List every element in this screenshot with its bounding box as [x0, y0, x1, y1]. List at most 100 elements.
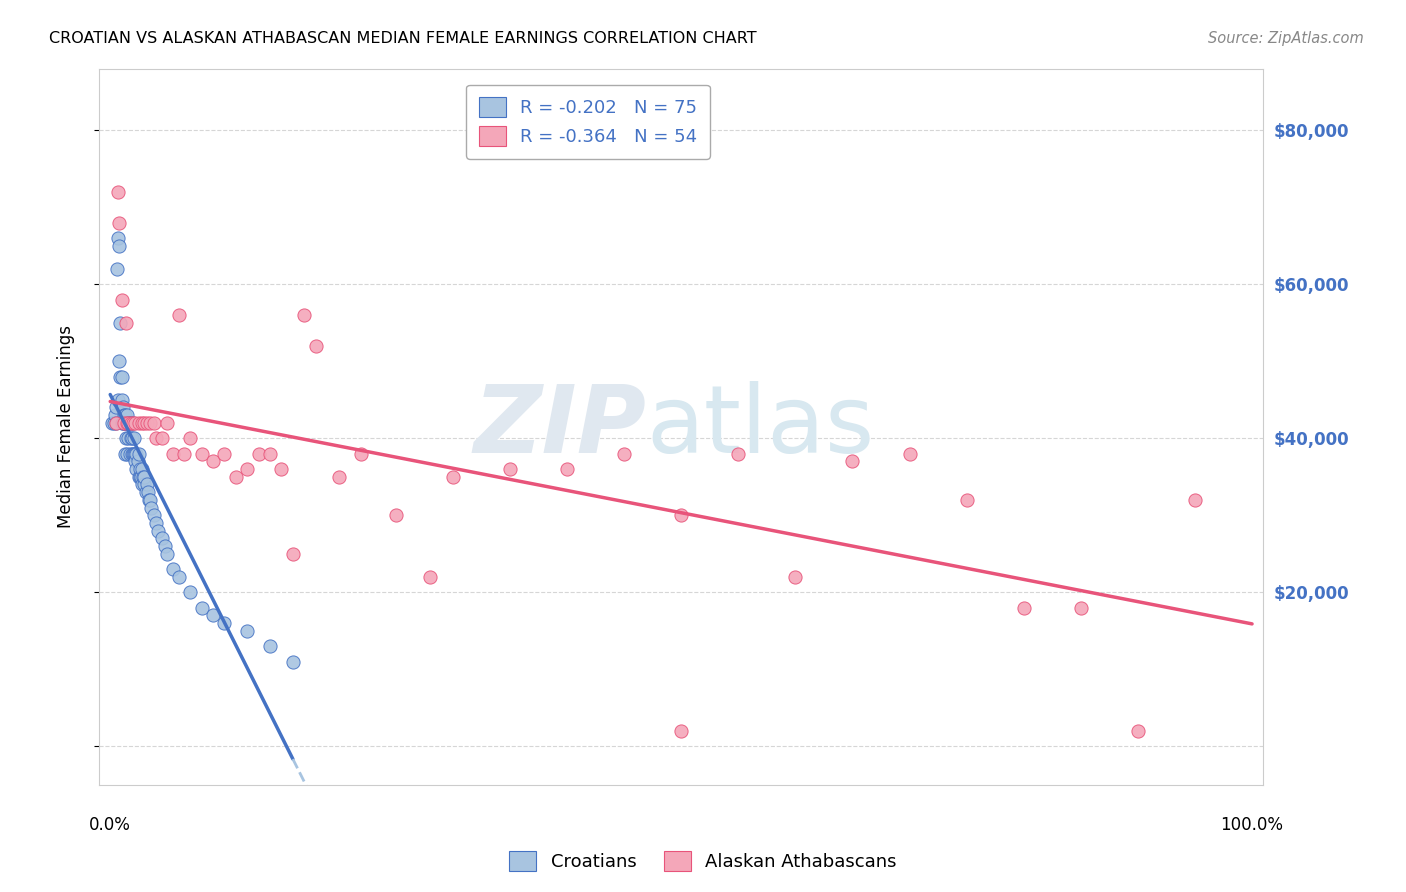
- Point: [201, 608, 224, 623]
- Point: [305, 339, 328, 353]
- Point: [111, 401, 134, 415]
- Point: [134, 416, 156, 430]
- Point: [141, 500, 163, 515]
- Point: [135, 416, 157, 430]
- Point: [117, 416, 139, 430]
- Point: [1012, 600, 1035, 615]
- Point: [270, 462, 292, 476]
- Point: [120, 431, 142, 445]
- Point: [555, 462, 578, 476]
- Point: [328, 469, 350, 483]
- Point: [111, 293, 134, 307]
- Point: [131, 416, 153, 430]
- Point: [167, 570, 190, 584]
- Point: [127, 454, 149, 468]
- Point: [190, 600, 212, 615]
- Point: [131, 462, 153, 476]
- Point: [201, 454, 224, 468]
- Point: [115, 431, 138, 445]
- Point: [167, 308, 190, 322]
- Point: [107, 392, 129, 407]
- Point: [173, 447, 195, 461]
- Point: [145, 431, 167, 445]
- Point: [111, 392, 134, 407]
- Point: [118, 447, 141, 461]
- Legend: R = -0.202   N = 75, R = -0.364   N = 54: R = -0.202 N = 75, R = -0.364 N = 54: [465, 85, 710, 159]
- Point: [225, 469, 247, 483]
- Y-axis label: Median Female Earnings: Median Female Earnings: [58, 326, 75, 528]
- Point: [156, 416, 179, 430]
- Point: [259, 447, 281, 461]
- Point: [114, 408, 136, 422]
- Text: ZIP: ZIP: [474, 381, 647, 473]
- Point: [112, 408, 135, 422]
- Point: [107, 231, 129, 245]
- Point: [117, 431, 139, 445]
- Point: [117, 408, 139, 422]
- Point: [120, 416, 142, 430]
- Point: [132, 469, 155, 483]
- Point: [138, 492, 160, 507]
- Point: [162, 562, 184, 576]
- Point: [104, 408, 127, 422]
- Point: [139, 416, 162, 430]
- Point: [122, 416, 145, 430]
- Point: [785, 570, 807, 584]
- Point: [384, 508, 406, 523]
- Point: [135, 477, 157, 491]
- Point: [108, 354, 131, 368]
- Point: [110, 316, 132, 330]
- Point: [111, 416, 134, 430]
- Point: [236, 462, 259, 476]
- Point: [419, 570, 441, 584]
- Point: [350, 447, 373, 461]
- Point: [841, 454, 863, 468]
- Point: [108, 238, 131, 252]
- Point: [134, 477, 156, 491]
- Point: [122, 431, 145, 445]
- Point: [156, 547, 179, 561]
- Point: [104, 416, 127, 430]
- Text: CROATIAN VS ALASKAN ATHABASCAN MEDIAN FEMALE EARNINGS CORRELATION CHART: CROATIAN VS ALASKAN ATHABASCAN MEDIAN FE…: [49, 31, 756, 46]
- Point: [128, 416, 150, 430]
- Point: [142, 508, 165, 523]
- Point: [117, 416, 139, 430]
- Point: [190, 447, 212, 461]
- Point: [115, 416, 138, 430]
- Point: [136, 485, 159, 500]
- Point: [153, 539, 176, 553]
- Point: [214, 616, 236, 631]
- Point: [110, 369, 132, 384]
- Point: [125, 462, 148, 476]
- Point: [104, 401, 127, 415]
- Text: Source: ZipAtlas.com: Source: ZipAtlas.com: [1208, 31, 1364, 46]
- Point: [112, 416, 135, 430]
- Point: [955, 492, 977, 507]
- Point: [112, 416, 135, 430]
- Point: [179, 431, 201, 445]
- Point: [613, 447, 636, 461]
- Point: [101, 416, 124, 430]
- Point: [281, 547, 304, 561]
- Point: [292, 308, 315, 322]
- Point: [142, 416, 165, 430]
- Point: [214, 447, 236, 461]
- Point: [128, 469, 150, 483]
- Point: [146, 524, 169, 538]
- Point: [129, 469, 152, 483]
- Point: [122, 416, 145, 430]
- Point: [259, 639, 281, 653]
- Point: [1184, 492, 1206, 507]
- Point: [247, 447, 270, 461]
- Point: [124, 447, 146, 461]
- Point: [121, 431, 143, 445]
- Point: [898, 447, 921, 461]
- Point: [103, 416, 125, 430]
- Point: [117, 416, 139, 430]
- Point: [727, 447, 749, 461]
- Point: [281, 655, 304, 669]
- Point: [104, 416, 127, 430]
- Point: [128, 447, 150, 461]
- Point: [669, 508, 692, 523]
- Point: [124, 454, 146, 468]
